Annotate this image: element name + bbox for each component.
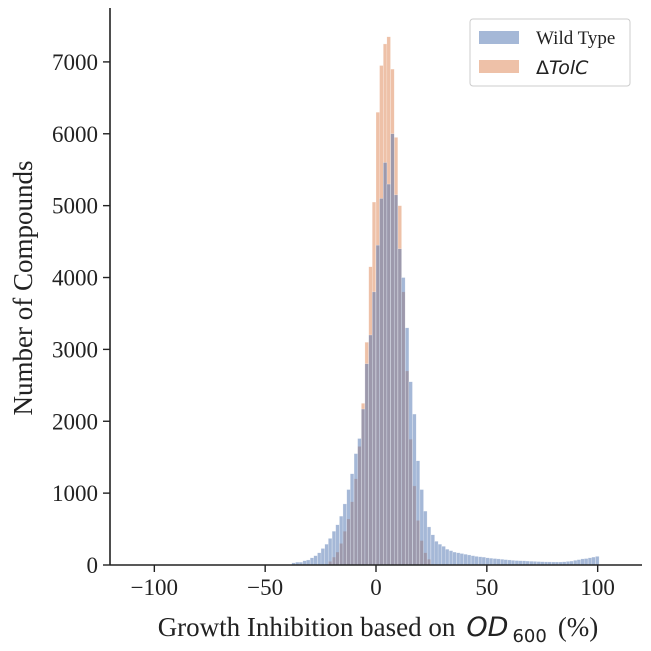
wild-type-bar: [459, 553, 464, 566]
wild-type-bar: [445, 548, 450, 566]
legend-label-wild-type: Wild Type: [536, 28, 615, 49]
wild-type-bar: [474, 556, 479, 566]
wild-type-bar: [492, 558, 497, 566]
wild-type-bar: [361, 408, 366, 566]
y-tick-label: 6000: [52, 122, 98, 147]
wild-type-bar: [587, 557, 592, 566]
wild-type-bar: [397, 248, 402, 566]
y-axis-title: Number of Compounds: [8, 161, 38, 416]
wild-type-bar: [503, 559, 508, 566]
wild-type-bar: [430, 534, 435, 566]
y-tick-label: 4000: [52, 266, 98, 291]
x-tick-label: 50: [475, 575, 498, 600]
wild-type-bar: [408, 381, 413, 566]
wild-type-bar: [393, 194, 399, 566]
wild-type-bar: [452, 551, 457, 566]
x-tick-label: −50: [247, 575, 283, 600]
wild-type-bar: [467, 554, 472, 566]
wild-type-bar: [346, 489, 351, 566]
wild-type-bar: [423, 510, 428, 566]
wild-type-bar: [595, 556, 600, 566]
wild-type-bar: [415, 460, 420, 566]
x-tick-label: −100: [131, 575, 178, 600]
wild-type-bar: [324, 543, 329, 566]
wild-type-bar: [412, 413, 417, 566]
wild-type-bar: [591, 556, 596, 566]
wild-type-bar: [401, 277, 406, 566]
wild-type-bar: [496, 558, 501, 566]
wild-type-bar: [357, 438, 362, 566]
wild-type-bar: [390, 133, 395, 566]
x-axis-title: Growth Inhibition based on OD 600 (%): [158, 612, 599, 647]
legend-swatch-tolc: [479, 60, 519, 73]
wild-type-bar: [335, 524, 340, 566]
wild-type-bar: [456, 552, 461, 566]
wild-type-bar: [328, 538, 333, 566]
x-tick-label: 100: [580, 575, 615, 600]
wild-type-bar: [448, 550, 454, 566]
wild-type-bar: [580, 558, 585, 566]
wild-type-bar: [470, 555, 475, 566]
wild-type-bar: [478, 556, 483, 566]
x-axis-title-subscript: 600: [512, 626, 546, 647]
y-tick-label: 2000: [52, 409, 98, 434]
wild-type-bar: [339, 515, 344, 566]
wild-type-bar: [576, 559, 581, 566]
wild-type-bar: [353, 453, 358, 566]
wild-type-bar: [342, 503, 347, 566]
wild-type-bar: [368, 334, 373, 566]
x-axis-title-math: OD: [466, 612, 508, 643]
legend: Wild Type ΔTolC: [469, 18, 631, 87]
y-tick-label: 3000: [52, 337, 98, 362]
wild-type-bar: [309, 557, 315, 566]
legend-swatch-wild-type: [479, 31, 519, 44]
wild-type-bar: [437, 543, 442, 566]
wild-type-bar: [350, 473, 355, 566]
x-axis-title-text: Growth Inhibition based on: [158, 612, 456, 642]
wild-type-bar: [372, 291, 377, 566]
wild-type-bar: [386, 183, 391, 566]
wild-type-bar: [584, 558, 589, 566]
wild-type-bar: [481, 556, 486, 566]
y-tick-label: 0: [87, 553, 99, 578]
wild-type-bar: [500, 559, 505, 566]
wild-type-bar: [427, 526, 432, 566]
wild-type-bar: [383, 162, 388, 566]
wild-type-bar: [419, 489, 424, 566]
wild-type-bar: [375, 244, 380, 566]
wild-type-bar: [331, 531, 336, 566]
series-wild-type-bars: [291, 133, 600, 566]
wild-type-bar: [489, 557, 494, 566]
legend-label-tolc: ΔTolC: [536, 57, 589, 79]
legend-label-tolc-text: TolC: [549, 57, 589, 79]
x-axis-title-suffix: (%): [558, 612, 598, 642]
wild-type-bar: [485, 557, 490, 566]
wild-type-bar: [379, 198, 384, 566]
wild-type-bar: [441, 546, 446, 566]
y-tick-label: 7000: [52, 50, 98, 75]
wild-type-bar: [405, 327, 410, 566]
y-axis-ticks: 0 1000 2000 3000 4000 5000 6000 7000: [52, 50, 110, 578]
wild-type-bar: [317, 552, 322, 566]
legend-label-tolc-delta: Δ: [536, 57, 549, 79]
wild-type-bar: [364, 363, 369, 566]
wild-type-bar: [313, 555, 318, 566]
x-axis-ticks: −100 −50 0 50 100: [131, 565, 615, 600]
wild-type-bar: [434, 541, 439, 566]
wild-type-bar: [320, 548, 325, 566]
wild-type-bar: [463, 554, 468, 566]
y-tick-label: 5000: [52, 194, 98, 219]
y-tick-label: 1000: [52, 481, 98, 506]
x-tick-label: 0: [370, 575, 382, 600]
